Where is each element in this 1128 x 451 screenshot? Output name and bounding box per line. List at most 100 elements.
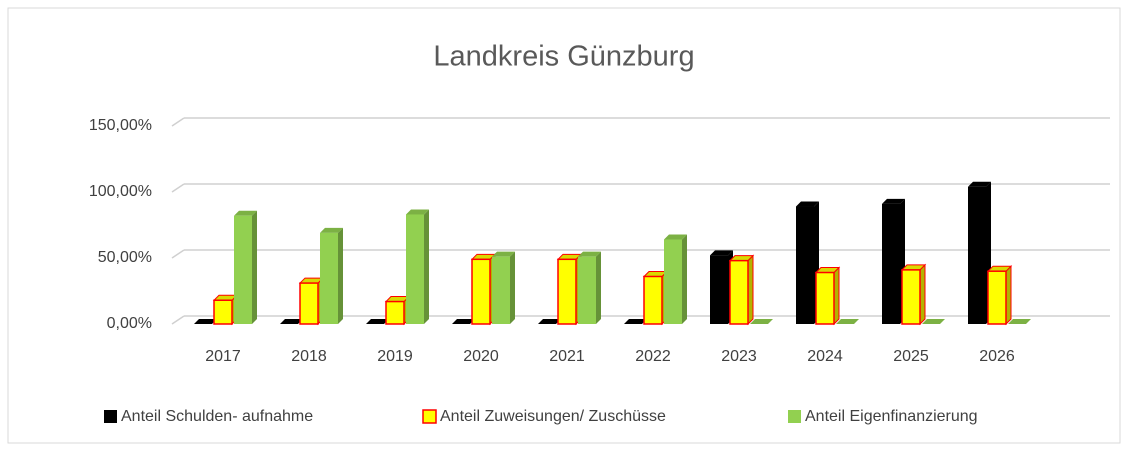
- bar-top: [492, 251, 515, 257]
- bar: [986, 264, 1013, 326]
- bar-side: [510, 251, 515, 324]
- bar: [194, 319, 217, 324]
- bar-top: [664, 234, 687, 240]
- bar-top: [968, 181, 991, 187]
- y-tick-label: 50,00%: [98, 249, 152, 266]
- bar-side: [682, 234, 687, 324]
- bar-top: [710, 250, 733, 256]
- bar-front: [882, 203, 900, 324]
- bar-top: [366, 319, 389, 324]
- x-tick-label: 2023: [721, 348, 757, 365]
- bar: [492, 251, 515, 324]
- bar-front: [987, 270, 1007, 325]
- bar-front: [557, 258, 577, 325]
- bar: [212, 294, 239, 326]
- chart-frame: [7, 7, 1121, 444]
- bar-front: [234, 215, 252, 324]
- x-tick-label: 2017: [205, 348, 241, 365]
- x-tick-label: 2019: [377, 348, 413, 365]
- bar-side: [338, 227, 343, 324]
- bar: [556, 253, 583, 326]
- bar: [280, 319, 303, 324]
- bar-front: [968, 186, 986, 324]
- bar: [320, 227, 343, 324]
- x-tick-label: 2024: [807, 348, 843, 365]
- grid-line: [171, 183, 1110, 193]
- bar-side: [424, 209, 429, 324]
- bar: [836, 319, 859, 324]
- bar: [578, 251, 601, 324]
- bar: [642, 270, 669, 326]
- y-tick-label: 150,00%: [89, 117, 152, 134]
- grid-line-depth: [171, 183, 185, 193]
- grid-line-depth: [171, 249, 185, 259]
- x-tick-label: 2026: [979, 348, 1015, 365]
- bar: [298, 276, 325, 326]
- bar-front: [471, 258, 491, 325]
- bar-front: [901, 269, 921, 325]
- bar-top: [406, 209, 429, 215]
- bar: [384, 295, 411, 326]
- bar-front: [815, 271, 835, 325]
- bar-top: [234, 210, 257, 216]
- bar: [538, 319, 561, 324]
- bar-front: [664, 239, 682, 324]
- bar-top: [882, 198, 905, 204]
- bar-side: [252, 210, 257, 324]
- bar-front: [385, 300, 405, 325]
- bar-top: [538, 319, 561, 324]
- bar-top: [194, 319, 217, 324]
- bar: [750, 319, 773, 324]
- y-tick-label: 100,00%: [89, 183, 152, 200]
- grid-line-depth: [171, 315, 185, 325]
- bar-front: [796, 206, 814, 324]
- bar: [664, 234, 687, 324]
- bar-front: [578, 256, 596, 324]
- x-tick-label: 2020: [463, 348, 499, 365]
- bar-top: [922, 319, 945, 324]
- x-tick-label: 2021: [549, 348, 585, 365]
- legend-swatch: [104, 410, 117, 423]
- bar: [452, 319, 475, 324]
- bar-front: [643, 275, 663, 325]
- bar: [406, 209, 429, 324]
- bar-front: [710, 255, 728, 324]
- bar-top: [452, 319, 475, 324]
- bar: [234, 210, 257, 324]
- bar-side: [596, 251, 601, 324]
- x-tick-label: 2022: [635, 348, 671, 365]
- bar-top: [280, 319, 303, 324]
- bar: [470, 253, 497, 326]
- bar-front: [729, 259, 749, 325]
- bar-top: [624, 319, 647, 324]
- x-tick-label: 2018: [291, 348, 327, 365]
- legend-label: Anteil Schulden- aufnahme: [121, 408, 313, 425]
- y-tick-label: 0,00%: [107, 315, 152, 332]
- bar: [366, 319, 389, 324]
- grid-line: [171, 117, 1110, 127]
- bar: [922, 319, 945, 324]
- bar-front: [492, 256, 510, 324]
- legend-label: Anteil Eigenfinanzierung: [805, 408, 978, 425]
- bar: [624, 319, 647, 324]
- bar-front: [320, 232, 338, 324]
- legend-swatch: [422, 409, 437, 424]
- bar-front: [299, 282, 319, 325]
- bar: [900, 263, 927, 326]
- bar-front: [213, 299, 233, 325]
- bar-top: [796, 201, 819, 207]
- bar-top: [578, 251, 601, 257]
- x-tick-label: 2025: [893, 348, 929, 365]
- bar: [814, 266, 841, 326]
- bar-top: [320, 227, 343, 233]
- legend-swatch: [788, 410, 801, 423]
- bar: [1008, 319, 1031, 324]
- chart-title: Landkreis Günzburg: [433, 41, 694, 73]
- legend-label: Anteil Zuweisungen/ Zuschüsse: [440, 408, 666, 425]
- bar-front: [406, 214, 424, 324]
- bar-top: [1008, 319, 1031, 324]
- grid-line-depth: [171, 117, 185, 127]
- bar-top: [836, 319, 859, 324]
- bar-top: [750, 319, 773, 324]
